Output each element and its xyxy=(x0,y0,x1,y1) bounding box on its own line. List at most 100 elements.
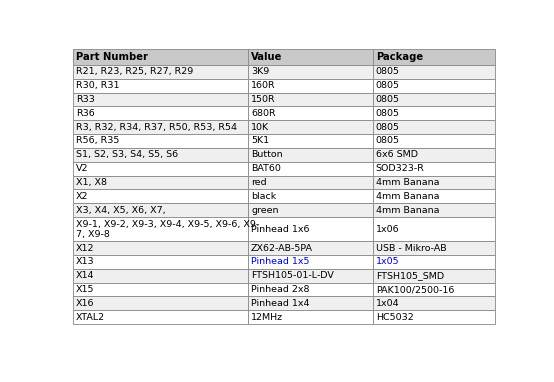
Text: FTSH105-01-L-DV: FTSH105-01-L-DV xyxy=(251,271,334,280)
Text: 3K9: 3K9 xyxy=(251,67,269,76)
Bar xyxy=(373,65,495,79)
Bar xyxy=(248,162,373,176)
Text: BAT60: BAT60 xyxy=(251,164,281,173)
Bar xyxy=(73,217,248,241)
Bar xyxy=(373,255,495,269)
Text: R56, R35: R56, R35 xyxy=(76,136,119,146)
Bar xyxy=(373,107,495,120)
Bar xyxy=(373,148,495,162)
Bar xyxy=(248,176,373,189)
Text: 4mm Banana: 4mm Banana xyxy=(376,178,439,187)
Bar xyxy=(73,148,248,162)
Text: X12: X12 xyxy=(76,244,94,253)
Bar xyxy=(73,269,248,283)
Bar xyxy=(373,92,495,107)
Text: 0805: 0805 xyxy=(376,109,399,118)
Text: 0805: 0805 xyxy=(376,95,399,104)
Text: R21, R23, R25, R27, R29: R21, R23, R25, R27, R29 xyxy=(76,67,193,76)
Bar xyxy=(373,296,495,310)
Text: X2: X2 xyxy=(76,192,88,201)
Text: 7, X9-8: 7, X9-8 xyxy=(76,230,110,239)
Bar xyxy=(73,255,248,269)
Bar xyxy=(373,189,495,203)
Bar xyxy=(373,203,495,217)
Bar xyxy=(73,296,248,310)
Text: HC5032: HC5032 xyxy=(376,313,413,322)
Bar xyxy=(73,134,248,148)
Text: SOD323-R: SOD323-R xyxy=(376,164,424,173)
Bar xyxy=(248,49,373,65)
Text: X16: X16 xyxy=(76,299,94,308)
Bar xyxy=(248,120,373,134)
Bar xyxy=(248,269,373,283)
Text: X9-1, X9-2, X9-3, X9-4, X9-5, X9-6, X9-: X9-1, X9-2, X9-3, X9-4, X9-5, X9-6, X9- xyxy=(76,220,259,229)
Text: PAK100/2500-16: PAK100/2500-16 xyxy=(376,285,454,294)
Text: black: black xyxy=(251,192,276,201)
Bar xyxy=(373,120,495,134)
Bar xyxy=(373,310,495,324)
Text: 1x04: 1x04 xyxy=(376,299,399,308)
Bar xyxy=(373,134,495,148)
Text: R36: R36 xyxy=(76,109,94,118)
Text: 0805: 0805 xyxy=(376,67,399,76)
Bar xyxy=(248,134,373,148)
Bar xyxy=(73,120,248,134)
Text: X1, X8: X1, X8 xyxy=(76,178,107,187)
Bar xyxy=(373,176,495,189)
Bar xyxy=(73,189,248,203)
Bar xyxy=(73,92,248,107)
Text: X14: X14 xyxy=(76,271,94,280)
Text: S1, S2, S3, S4, S5, S6: S1, S2, S3, S4, S5, S6 xyxy=(76,151,178,159)
Bar xyxy=(248,255,373,269)
Bar xyxy=(73,176,248,189)
Text: 4mm Banana: 4mm Banana xyxy=(376,206,439,215)
Bar xyxy=(248,65,373,79)
Bar xyxy=(73,65,248,79)
Text: Value: Value xyxy=(251,52,283,62)
Text: 0805: 0805 xyxy=(376,81,399,90)
Bar xyxy=(73,283,248,296)
Text: USB - Mikro-AB: USB - Mikro-AB xyxy=(376,244,447,253)
Text: R30, R31: R30, R31 xyxy=(76,81,119,90)
Text: red: red xyxy=(251,178,266,187)
Text: V2: V2 xyxy=(76,164,88,173)
Text: X15: X15 xyxy=(76,285,94,294)
Bar xyxy=(373,49,495,65)
Bar xyxy=(73,203,248,217)
Text: green: green xyxy=(251,206,279,215)
Bar xyxy=(248,283,373,296)
Text: ZX62-AB-5PA: ZX62-AB-5PA xyxy=(251,244,313,253)
Text: Package: Package xyxy=(376,52,423,62)
Bar xyxy=(73,241,248,255)
Text: FTSH105_SMD: FTSH105_SMD xyxy=(376,271,444,280)
Text: 680R: 680R xyxy=(251,109,276,118)
Bar xyxy=(248,203,373,217)
Text: Pinhead 1x4: Pinhead 1x4 xyxy=(251,299,310,308)
Text: 1x06: 1x06 xyxy=(376,225,399,233)
Bar xyxy=(73,49,248,65)
Bar xyxy=(248,92,373,107)
Text: X3, X4, X5, X6, X7,: X3, X4, X5, X6, X7, xyxy=(76,206,165,215)
Text: X13: X13 xyxy=(76,257,94,266)
Bar xyxy=(248,310,373,324)
Bar xyxy=(373,269,495,283)
Text: R33: R33 xyxy=(76,95,95,104)
Bar xyxy=(373,283,495,296)
Bar xyxy=(73,107,248,120)
Bar xyxy=(248,189,373,203)
Bar xyxy=(373,217,495,241)
Text: Pinhead 2x8: Pinhead 2x8 xyxy=(251,285,310,294)
Bar xyxy=(248,79,373,92)
Text: Part Number: Part Number xyxy=(76,52,148,62)
Text: 6x6 SMD: 6x6 SMD xyxy=(376,151,418,159)
Text: 1x05: 1x05 xyxy=(376,257,399,266)
Bar xyxy=(248,148,373,162)
Bar xyxy=(248,296,373,310)
Bar xyxy=(73,310,248,324)
Text: R3, R32, R34, R37, R50, R53, R54: R3, R32, R34, R37, R50, R53, R54 xyxy=(76,123,237,132)
Text: XTAL2: XTAL2 xyxy=(76,313,105,322)
Bar xyxy=(73,162,248,176)
Text: Button: Button xyxy=(251,151,283,159)
Text: 0805: 0805 xyxy=(376,136,399,146)
Text: 150R: 150R xyxy=(251,95,276,104)
